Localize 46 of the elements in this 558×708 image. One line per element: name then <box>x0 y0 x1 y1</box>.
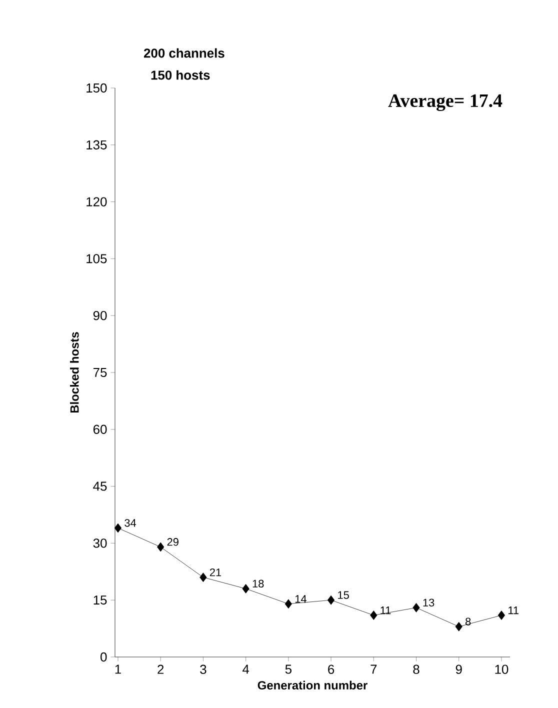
chart-subtitle: 150 hosts <box>151 70 210 80</box>
data-label: 34 <box>124 519 136 527</box>
y-tick-label: 120 <box>86 197 107 206</box>
point <box>455 622 462 632</box>
data-label: 14 <box>295 595 306 603</box>
y-tick-label: 150 <box>86 83 107 93</box>
point <box>327 595 335 605</box>
y-tick-label: 75 <box>93 368 107 378</box>
point <box>242 584 250 594</box>
point <box>114 523 122 533</box>
point <box>498 610 506 620</box>
data-label: 13 <box>423 598 434 606</box>
y-tick-label: 135 <box>86 140 107 150</box>
x-tick-label: 8 <box>413 664 420 674</box>
y-tick-label: 30 <box>93 538 107 548</box>
x-tick-label: 3 <box>200 664 206 674</box>
y-axis-title: Blocked hosts <box>70 332 79 413</box>
annotation: Average= 17.4 <box>388 94 502 112</box>
y-tick-label: 0 <box>100 652 107 662</box>
point <box>412 602 420 612</box>
point <box>370 610 378 620</box>
point <box>157 542 164 552</box>
data-label: 15 <box>338 591 349 599</box>
y-tick-label: 45 <box>93 482 107 491</box>
x-tick-label: 2 <box>158 664 164 674</box>
data-label: 29 <box>167 538 178 546</box>
y-tick-label: 60 <box>93 424 107 434</box>
point <box>200 572 207 582</box>
data-label: 11 <box>380 606 391 614</box>
x-tick-label: 4 <box>242 664 250 674</box>
x-tick-label: 7 <box>370 664 377 674</box>
x-tick-label: 6 <box>328 664 334 674</box>
x-tick-label: 5 <box>285 664 292 674</box>
data-label: 21 <box>210 568 222 576</box>
x-tick-label: 9 <box>456 664 462 674</box>
x-axis-title: Generation number <box>258 680 368 690</box>
y-tick-label: 90 <box>93 311 107 320</box>
data-label: 11 <box>508 606 519 614</box>
x-tick-label: 1 <box>115 664 121 674</box>
data-label: 8 <box>466 618 471 626</box>
point <box>284 599 292 609</box>
y-tick-label: 15 <box>94 596 107 605</box>
chart-title: 200 channels <box>144 48 224 58</box>
y-tick-label: 105 <box>86 254 107 264</box>
x-tick-label: 10 <box>495 664 508 674</box>
data-label: 18 <box>252 580 264 588</box>
